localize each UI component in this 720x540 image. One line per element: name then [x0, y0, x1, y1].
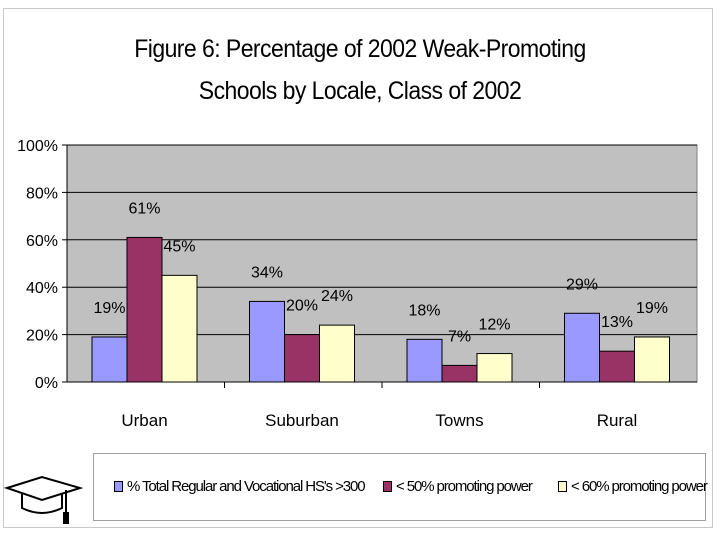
data-label: 19%	[636, 300, 668, 317]
bar	[126, 236, 163, 383]
data-label: 7%	[448, 328, 471, 345]
data-label: 45%	[163, 238, 195, 255]
chart-title-line-2: Schools by Locale, Class of 2002	[198, 77, 522, 105]
bar	[476, 353, 513, 383]
x-tick-label: Urban	[121, 411, 167, 430]
bar	[564, 312, 600, 383]
data-label: 13%	[601, 314, 633, 331]
data-label: 19%	[93, 300, 125, 317]
data-label: 24%	[321, 288, 353, 305]
legend-swatch-series-3	[558, 481, 567, 492]
x-tick-label: Rural	[597, 411, 638, 430]
bar	[161, 274, 198, 383]
data-label: 61%	[128, 200, 160, 217]
y-tick-label: 20%	[26, 328, 58, 345]
bar	[441, 364, 478, 383]
value-labels: 19%61%45%34%20%24%18%7%12%29%13%19%	[93, 200, 668, 345]
bar	[406, 338, 443, 383]
chart-title-line-1: Figure 6: Percentage of 2002 Weak-Promot…	[134, 35, 586, 63]
data-label: 20%	[286, 298, 318, 315]
y-tick-label: 40%	[26, 280, 58, 297]
x-tick-label: Suburban	[265, 411, 339, 430]
bar	[319, 324, 355, 383]
bar	[634, 336, 670, 383]
legend-item-series-1: % Total Regular and Vocational HS's >300	[114, 478, 366, 495]
legend-item-series-3: < 60% promoting power	[558, 478, 708, 495]
y-tick-label: 100%	[17, 138, 58, 155]
bar	[91, 336, 128, 383]
bar	[599, 350, 635, 383]
y-tick-label: 60%	[26, 233, 58, 250]
x-axis: Urban Suburban Towns Rural	[67, 381, 697, 430]
legend-item-series-2: < 50% promoting power	[383, 478, 533, 495]
y-axis: 0% 20% 40% 60% 80% 100%	[17, 138, 68, 392]
legend-label-series-1: % Total Regular and Vocational HS's >300	[127, 478, 366, 495]
data-label: 29%	[566, 276, 598, 293]
legend-swatch-series-2	[383, 481, 392, 492]
data-label: 18%	[408, 302, 440, 319]
data-label: 34%	[251, 264, 283, 281]
y-tick-label: 80%	[26, 185, 58, 202]
legend: % Total Regular and Vocational HS's >300…	[93, 453, 708, 521]
x-tick-label: Towns	[435, 411, 483, 430]
graduation-cap-icon	[4, 475, 84, 524]
legend-label-series-2: < 50% promoting power	[396, 478, 533, 495]
y-tick-label: 0%	[35, 375, 58, 392]
bar	[249, 300, 285, 383]
legend-label-series-3: < 60% promoting power	[571, 478, 708, 495]
bars	[91, 236, 670, 383]
bar	[284, 334, 320, 383]
data-label: 12%	[478, 317, 510, 334]
legend-swatch-series-1	[114, 481, 123, 492]
